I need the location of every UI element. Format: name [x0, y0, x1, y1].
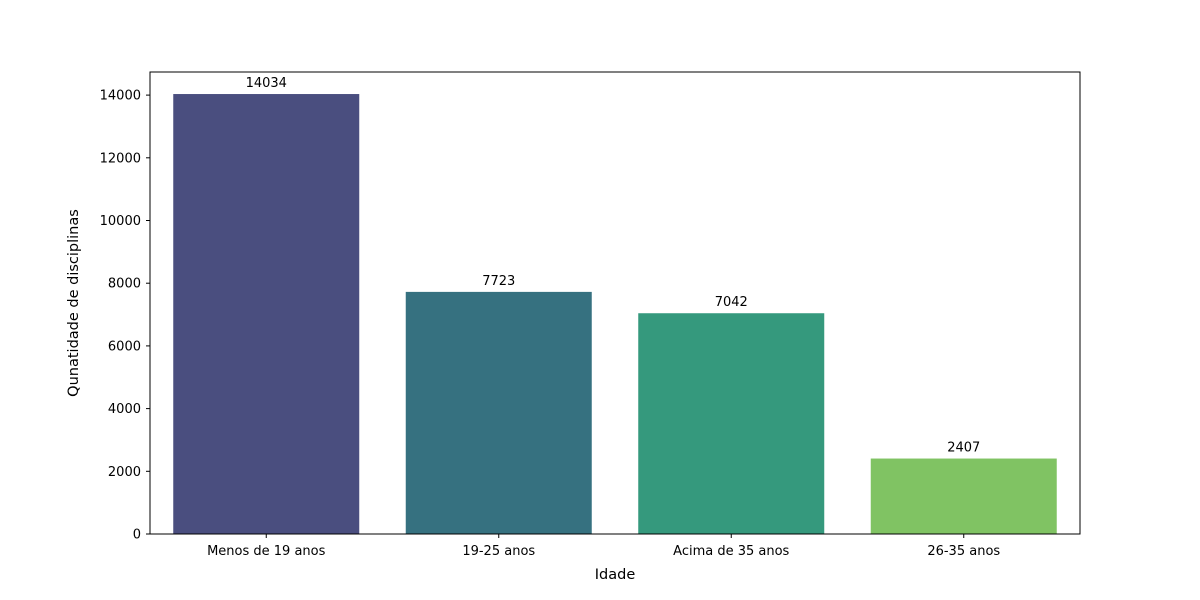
bar-value-label: 14034	[246, 76, 287, 91]
y-axis-title: Qunatidade de disciplinas	[66, 209, 82, 397]
y-tick-label: 6000	[108, 339, 141, 354]
bar-value-label: 7723	[482, 274, 515, 289]
bars-group	[173, 94, 1057, 534]
bar-2	[638, 313, 825, 534]
x-axis-ticks: Menos de 19 anos 19-25 anos Acima de 35 an…	[207, 534, 1000, 559]
y-tick-label: 8000	[108, 277, 141, 292]
x-tick-label: 19-25 anos	[462, 544, 535, 559]
x-tick-label: Acima de 35 anos	[673, 544, 789, 559]
bar-3	[870, 458, 1057, 534]
bar-0	[173, 94, 360, 534]
x-axis-title: Idade	[595, 567, 636, 583]
x-tick-label: Menos de 19 anos	[207, 544, 326, 559]
y-tick-label: 14000	[100, 89, 141, 104]
y-tick-label: 2000	[108, 465, 141, 480]
y-tick-label: 12000	[100, 151, 141, 166]
y-tick-label: 4000	[108, 402, 141, 417]
y-tick-label: 0	[133, 528, 141, 543]
bar-value-label: 2407	[947, 441, 980, 456]
data-labels-group: 14034 7723 7042 2407	[246, 76, 981, 456]
x-tick-label: 26-35 anos	[927, 544, 1000, 559]
bar-value-label: 7042	[715, 295, 748, 310]
y-tick-label: 10000	[100, 214, 141, 229]
bar-1	[405, 291, 592, 534]
plot-frame	[149, 71, 1081, 535]
y-axis-ticks: 0 2000 4000 6000 8000 10000 12000 14000	[100, 89, 150, 543]
